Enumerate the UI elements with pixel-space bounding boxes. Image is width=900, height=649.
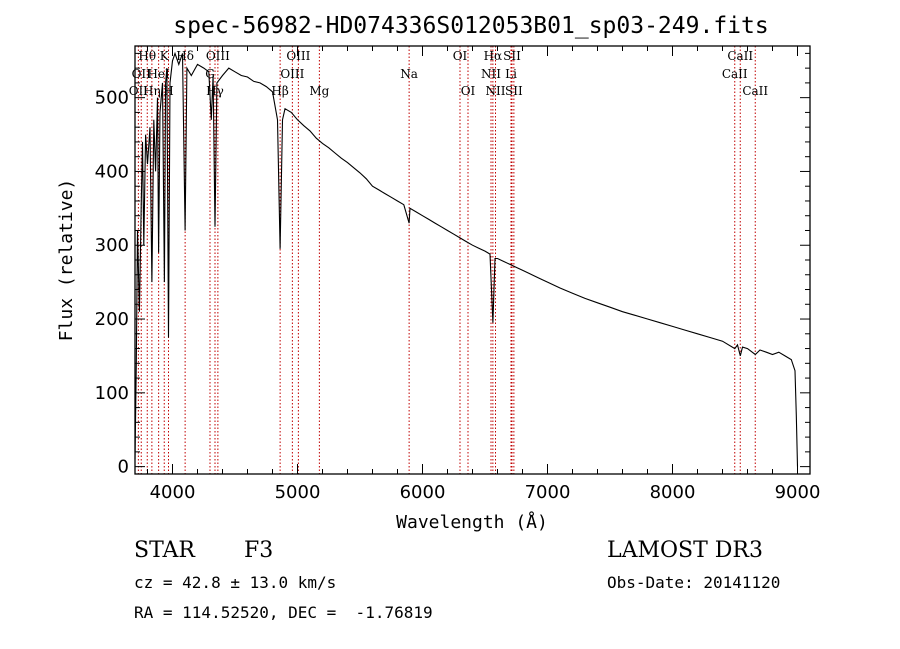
line-label-na: Na — [400, 67, 418, 81]
line-label-hβ: Hβ — [271, 84, 288, 98]
line-label-nii: NII — [481, 67, 501, 81]
x-tick-label: 4000 — [150, 482, 196, 503]
line-label-li: Li — [505, 67, 517, 81]
x-tick-label: 8000 — [650, 482, 696, 503]
x-tick-label: 9000 — [775, 482, 821, 503]
plot-frame — [134, 45, 811, 475]
y-tick-label: 0 — [118, 457, 129, 478]
spectrum-series-line — [134, 51, 799, 467]
survey-name: LAMOST DR3 — [607, 538, 763, 563]
line-label-caii: CaII — [727, 49, 753, 63]
line-label-sii: SII — [503, 49, 521, 63]
line-label-h: H — [163, 84, 173, 98]
y-axis-label: Flux (relative) — [56, 179, 77, 342]
emission-line-markers — [137, 46, 756, 474]
line-label-mg: Mg — [309, 84, 329, 98]
ra-dec-coordinates: RA = 114.52520, DEC = -1.76819 — [134, 603, 433, 622]
x-tick-label: 7000 — [525, 482, 571, 503]
y-tick-label: 200 — [95, 309, 129, 330]
x-axis-ticks: 4000 5000 6000 7000 8000 9000 — [147, 46, 821, 503]
x-axis-label: Wavelength (Å) — [396, 511, 548, 533]
line-label-caii: CaII — [742, 84, 768, 98]
y-tick-label: 300 — [95, 235, 129, 256]
line-label-hγ: Hγ — [206, 84, 224, 98]
line-label-caii: CaII — [722, 67, 748, 81]
line-label-oiii: OIII — [286, 49, 310, 63]
spectral-subclass: F3 — [244, 538, 274, 563]
x-tick-label: 6000 — [400, 482, 446, 503]
observation-date: Obs-Date: 20141120 — [607, 573, 781, 592]
line-label-hα: Hα — [484, 49, 503, 63]
x-tick-label: 5000 — [275, 482, 321, 503]
line-label-hη: Hη — [143, 84, 161, 98]
emission-line-labels: OII OII Hθ Hη HeI K H Hδ G Hγ OIII Hβ OIII OIII Mg Na OI… — [129, 49, 769, 98]
chart-title: spec-56982-HD074336S012053B01_sp03-249.f… — [173, 13, 768, 39]
line-label-hθ: Hθ — [138, 49, 156, 63]
line-label-hei: HeI — [147, 67, 170, 81]
line-label-oi: OI — [453, 49, 468, 63]
line-label-oiii: OIII — [280, 67, 304, 81]
y-tick-label: 400 — [95, 161, 129, 182]
line-label-oiii: OIII — [206, 49, 230, 63]
line-label-sii: SII — [505, 84, 523, 98]
object-class: STAR — [134, 538, 195, 563]
line-label-nii: NII — [486, 84, 506, 98]
line-label-oi: OI — [461, 84, 476, 98]
line-label-hδ: Hδ — [176, 49, 194, 63]
line-label-oii: OII — [129, 84, 149, 98]
y-axis-ticks: 0 100 200 300 400 500 — [95, 52, 810, 478]
redshift-velocity: cz = 42.8 ± 13.0 km/s — [134, 573, 337, 592]
line-label-g: G — [205, 67, 215, 81]
line-label-oii: OII — [132, 67, 152, 81]
line-label-k: K — [160, 49, 170, 63]
y-tick-label: 100 — [95, 383, 129, 404]
y-tick-label: 500 — [95, 88, 129, 109]
